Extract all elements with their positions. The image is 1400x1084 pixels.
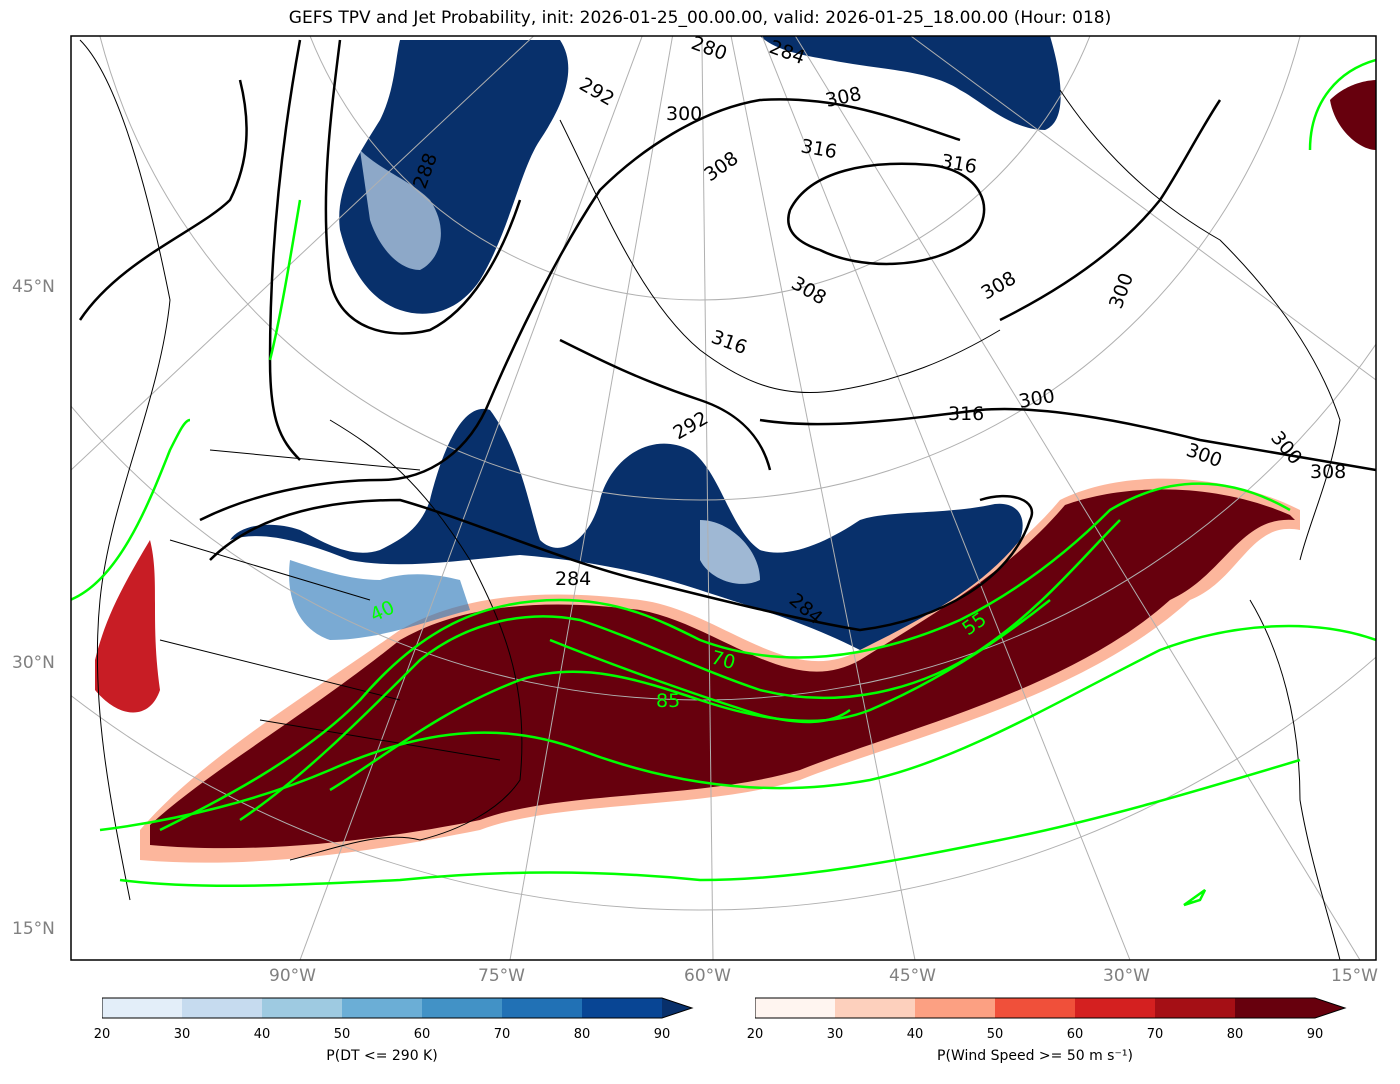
jet-shade-northeast	[1330, 80, 1376, 150]
lat-label-45n: 45°N	[12, 277, 55, 297]
jet-colorbar-bin	[1235, 998, 1315, 1018]
tpv-colorbar-tick: 20	[93, 1027, 111, 1042]
jet-colorbar-bin	[915, 998, 995, 1018]
jet-colorbar-bin	[995, 998, 1075, 1018]
jet-colorbar-extend-arrow	[1315, 998, 1345, 1018]
jet-colorbar-tick: 20	[746, 1027, 764, 1042]
jet-colorbar-tick: 40	[906, 1027, 924, 1042]
lat-label-30n: 30°N	[12, 653, 55, 673]
map-frame	[70, 35, 1377, 961]
jet-colorbar-tick: 50	[986, 1027, 1004, 1042]
tpv-colorbar-bin	[422, 998, 502, 1018]
theta-label: 316	[948, 403, 984, 425]
tpv-colorbar-bin	[342, 998, 422, 1018]
theta-contours	[78, 39, 1376, 632]
jet-colorbar-bin	[1155, 998, 1235, 1018]
tpv-colorbar-tick: 50	[333, 1027, 351, 1042]
tpv-colorbar-outline	[102, 997, 694, 1019]
graticule	[71, 36, 1376, 960]
tpv-colorbar-tick: 70	[493, 1027, 511, 1042]
tpv-colorbar-tick: 30	[173, 1027, 191, 1042]
jet-colorbar-bin	[835, 998, 915, 1018]
jet-shade-dark	[150, 489, 1295, 849]
jet-colorbar-tick: 30	[826, 1027, 844, 1042]
lon-label-15w: 15°W	[1331, 966, 1378, 986]
tpv-colorbar-tick: 80	[573, 1027, 591, 1042]
jet-colorbar-bin	[755, 998, 835, 1018]
lon-label-60w: 60°W	[684, 966, 731, 986]
tpv-shade-light-patch	[700, 520, 760, 584]
lon-label-90w: 90°W	[269, 966, 316, 986]
tpv-colorbar-label: P(DT <= 290 K)	[326, 1048, 438, 1064]
jet-colorbar-tick: 70	[1146, 1027, 1164, 1042]
jet-colorbar	[755, 997, 1347, 1019]
tpv-colorbar-bin	[102, 998, 182, 1018]
jet-colorbar-tick: 60	[1066, 1027, 1084, 1042]
tpv-colorbar-tick: 90	[653, 1027, 671, 1042]
figure-title: GEFS TPV and Jet Probability, init: 2026…	[288, 8, 1112, 28]
jet-colorbar-tick: 90	[1306, 1027, 1324, 1042]
tpv-colorbar-tick: 40	[253, 1027, 271, 1042]
jet-contours	[71, 58, 1376, 907]
jet-colorbar-bin	[1075, 998, 1155, 1018]
jet-colorbar-label: P(Wind Speed >= 50 m s⁻¹)	[937, 1048, 1133, 1064]
jet-label: 85	[656, 690, 680, 712]
lon-label-30w: 30°W	[1103, 966, 1150, 986]
jet-colorbar-tick: 80	[1226, 1027, 1244, 1042]
tpv-shade-main	[230, 408, 1023, 650]
tpv-colorbar	[102, 997, 694, 1019]
tpv-colorbar-extend-arrow	[662, 998, 692, 1018]
tpv-colorbar-bin	[182, 998, 262, 1018]
lon-label-75w: 75°W	[478, 966, 525, 986]
lon-label-45w: 45°W	[889, 966, 936, 986]
theta-label: 300	[666, 103, 702, 125]
tpv-colorbar-tick: 60	[413, 1027, 431, 1042]
jet-probability-shading	[95, 80, 1376, 863]
jet-colorbar-outline	[755, 997, 1347, 1019]
tpv-shade-top	[760, 36, 1061, 130]
tpv-colorbar-bin	[502, 998, 582, 1018]
lat-label-15n: 15°N	[12, 919, 55, 939]
jet-shade-west	[95, 540, 160, 713]
theta-label: 284	[555, 568, 591, 590]
tpv-colorbar-bin	[582, 998, 662, 1018]
tpv-shade-main-mid	[289, 560, 470, 640]
theta-label: 308	[1310, 461, 1346, 483]
tpv-colorbar-bin	[262, 998, 342, 1018]
